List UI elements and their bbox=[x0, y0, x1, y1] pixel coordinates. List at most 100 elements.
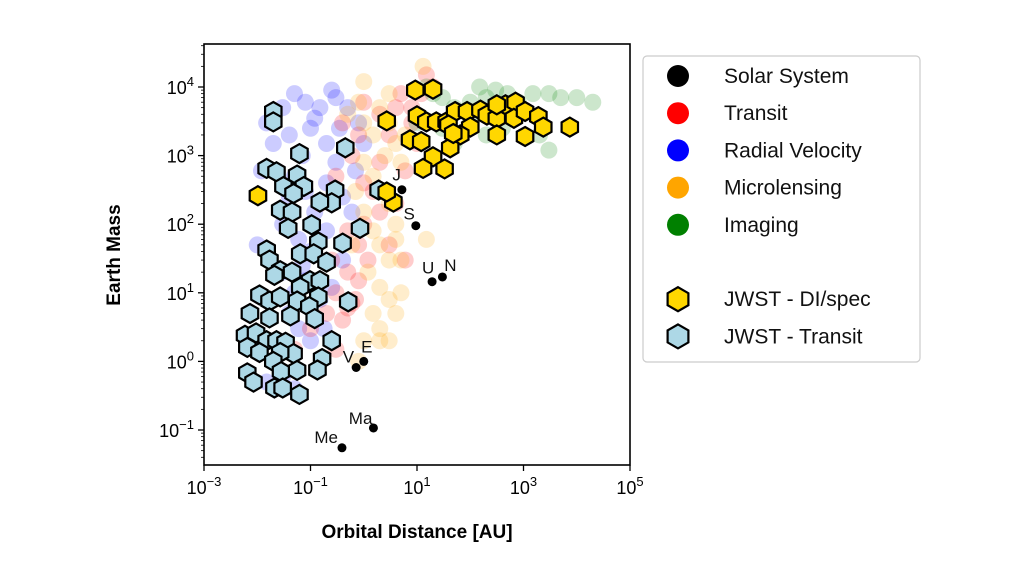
jwst-di-spec-point bbox=[377, 181, 396, 203]
microlensing-point bbox=[339, 105, 357, 123]
solar-system-label: Me bbox=[314, 428, 338, 447]
transit-point bbox=[380, 126, 398, 144]
transit-point bbox=[371, 203, 389, 221]
solar-system-point bbox=[337, 443, 347, 453]
transit-point bbox=[334, 114, 352, 132]
axes: 10−3 10−1 101 103 105 104 103 102 101 100 10−1 bbox=[159, 45, 644, 498]
legend-label: Imaging bbox=[724, 214, 799, 237]
x-axis-label: Orbital Distance [AU] bbox=[321, 522, 512, 543]
microlensing-point bbox=[371, 332, 389, 350]
jwst-transit-point bbox=[260, 307, 279, 329]
legend-item: JWST - Transit bbox=[666, 323, 863, 350]
solar-system-point bbox=[411, 221, 421, 231]
radial-velocity-point bbox=[330, 119, 348, 137]
legend-label: Solar System bbox=[724, 65, 849, 88]
jwst-transit-point bbox=[333, 232, 352, 254]
legend-item: Radial Velocity bbox=[667, 139, 862, 162]
jwst-transit-point bbox=[290, 383, 309, 406]
legend-marker-circle bbox=[667, 213, 689, 236]
radial-velocity-point bbox=[302, 332, 319, 350]
jwst-di-spec-point bbox=[406, 79, 425, 101]
series-microlensing bbox=[339, 57, 435, 370]
microlensing-point bbox=[364, 126, 382, 144]
transit-point bbox=[350, 272, 368, 290]
jwst-di-spec-point bbox=[248, 184, 268, 207]
jwst-di-spec-point bbox=[443, 122, 463, 145]
radial-velocity-point bbox=[290, 320, 308, 338]
radial-velocity-point bbox=[327, 153, 345, 171]
radial-velocity-point bbox=[296, 93, 314, 111]
legend-label: Transit bbox=[724, 102, 788, 125]
imaging-point bbox=[524, 85, 542, 103]
jwst-transit-point bbox=[302, 214, 321, 236]
jwst-di-spec-point bbox=[377, 110, 396, 132]
radial-velocity-point bbox=[334, 251, 352, 269]
y-tick-label: 102 bbox=[167, 211, 194, 235]
microlensing-point bbox=[387, 304, 405, 322]
imaging-point bbox=[471, 78, 489, 96]
microlensing-point bbox=[355, 203, 373, 221]
jwst-transit-point bbox=[287, 359, 307, 382]
transit-point bbox=[396, 162, 414, 180]
microlensing-point bbox=[380, 85, 398, 103]
microlensing-point bbox=[387, 135, 405, 153]
microlensing-point bbox=[387, 230, 405, 248]
transit-point bbox=[327, 167, 345, 185]
imaging-point bbox=[487, 81, 505, 99]
series-solar-system: Me VE Ma J S U N bbox=[314, 166, 457, 453]
microlensing-point bbox=[355, 332, 373, 350]
microlensing-point bbox=[371, 236, 389, 254]
legend-label: Radial Velocity bbox=[724, 139, 862, 162]
legend-item: Microlensing bbox=[667, 176, 842, 200]
jwst-transit-point bbox=[290, 142, 309, 165]
solar-system-point bbox=[368, 423, 378, 433]
jwst-transit-point bbox=[308, 359, 327, 381]
transit-point bbox=[350, 236, 368, 254]
jwst-di-spec-point bbox=[515, 125, 535, 148]
microlensing-point bbox=[371, 278, 389, 296]
radial-velocity-point bbox=[306, 109, 324, 127]
imaging-point bbox=[584, 93, 602, 111]
solar-system-point bbox=[397, 185, 407, 195]
solar-system-label: N bbox=[444, 256, 456, 275]
jwst-transit-point bbox=[264, 111, 283, 133]
radial-velocity-point bbox=[264, 135, 282, 153]
solar-system-label: J bbox=[392, 166, 401, 185]
radial-velocity-point bbox=[343, 203, 361, 221]
solar-system-point bbox=[437, 272, 447, 282]
transit-point bbox=[355, 93, 373, 111]
jwst-transit-point bbox=[336, 137, 355, 159]
jwst-transit-point bbox=[338, 291, 358, 313]
microlensing-point bbox=[380, 332, 398, 350]
jwst-transit-point bbox=[281, 305, 300, 327]
jwst-di-spec-point bbox=[487, 124, 507, 146]
transit-point bbox=[334, 311, 352, 329]
solar-system-point bbox=[351, 362, 361, 372]
transit-point bbox=[392, 85, 410, 103]
legend-label: JWST - Transit bbox=[724, 325, 863, 348]
transit-point bbox=[387, 99, 405, 117]
microlensing-point bbox=[392, 251, 410, 269]
legend-marker-hexagon bbox=[666, 285, 690, 313]
microlensing-point bbox=[364, 304, 382, 322]
y-tick-label: 101 bbox=[167, 280, 194, 304]
jwst-transit-point bbox=[265, 264, 284, 287]
legend-marker-circle bbox=[667, 139, 689, 162]
microlensing-point bbox=[355, 73, 373, 91]
solar-system-label: Ma bbox=[349, 409, 373, 428]
legend-item: Transit bbox=[667, 102, 788, 125]
transit-point bbox=[355, 174, 373, 192]
x-tick-label: 103 bbox=[510, 474, 537, 498]
transit-point bbox=[371, 153, 389, 171]
jwst-di-spec-point bbox=[533, 116, 553, 138]
radial-velocity-point bbox=[355, 135, 373, 153]
transit-point bbox=[359, 251, 377, 269]
jwst-transit-point bbox=[270, 286, 290, 308]
jwst-transit-point bbox=[322, 329, 341, 352]
y-tick-label: 103 bbox=[167, 143, 194, 167]
y-axis-label: Earth Mass bbox=[104, 204, 125, 305]
microlensing-point bbox=[359, 263, 377, 281]
jwst-di-spec-point bbox=[413, 157, 433, 180]
microlensing-point bbox=[350, 93, 368, 111]
